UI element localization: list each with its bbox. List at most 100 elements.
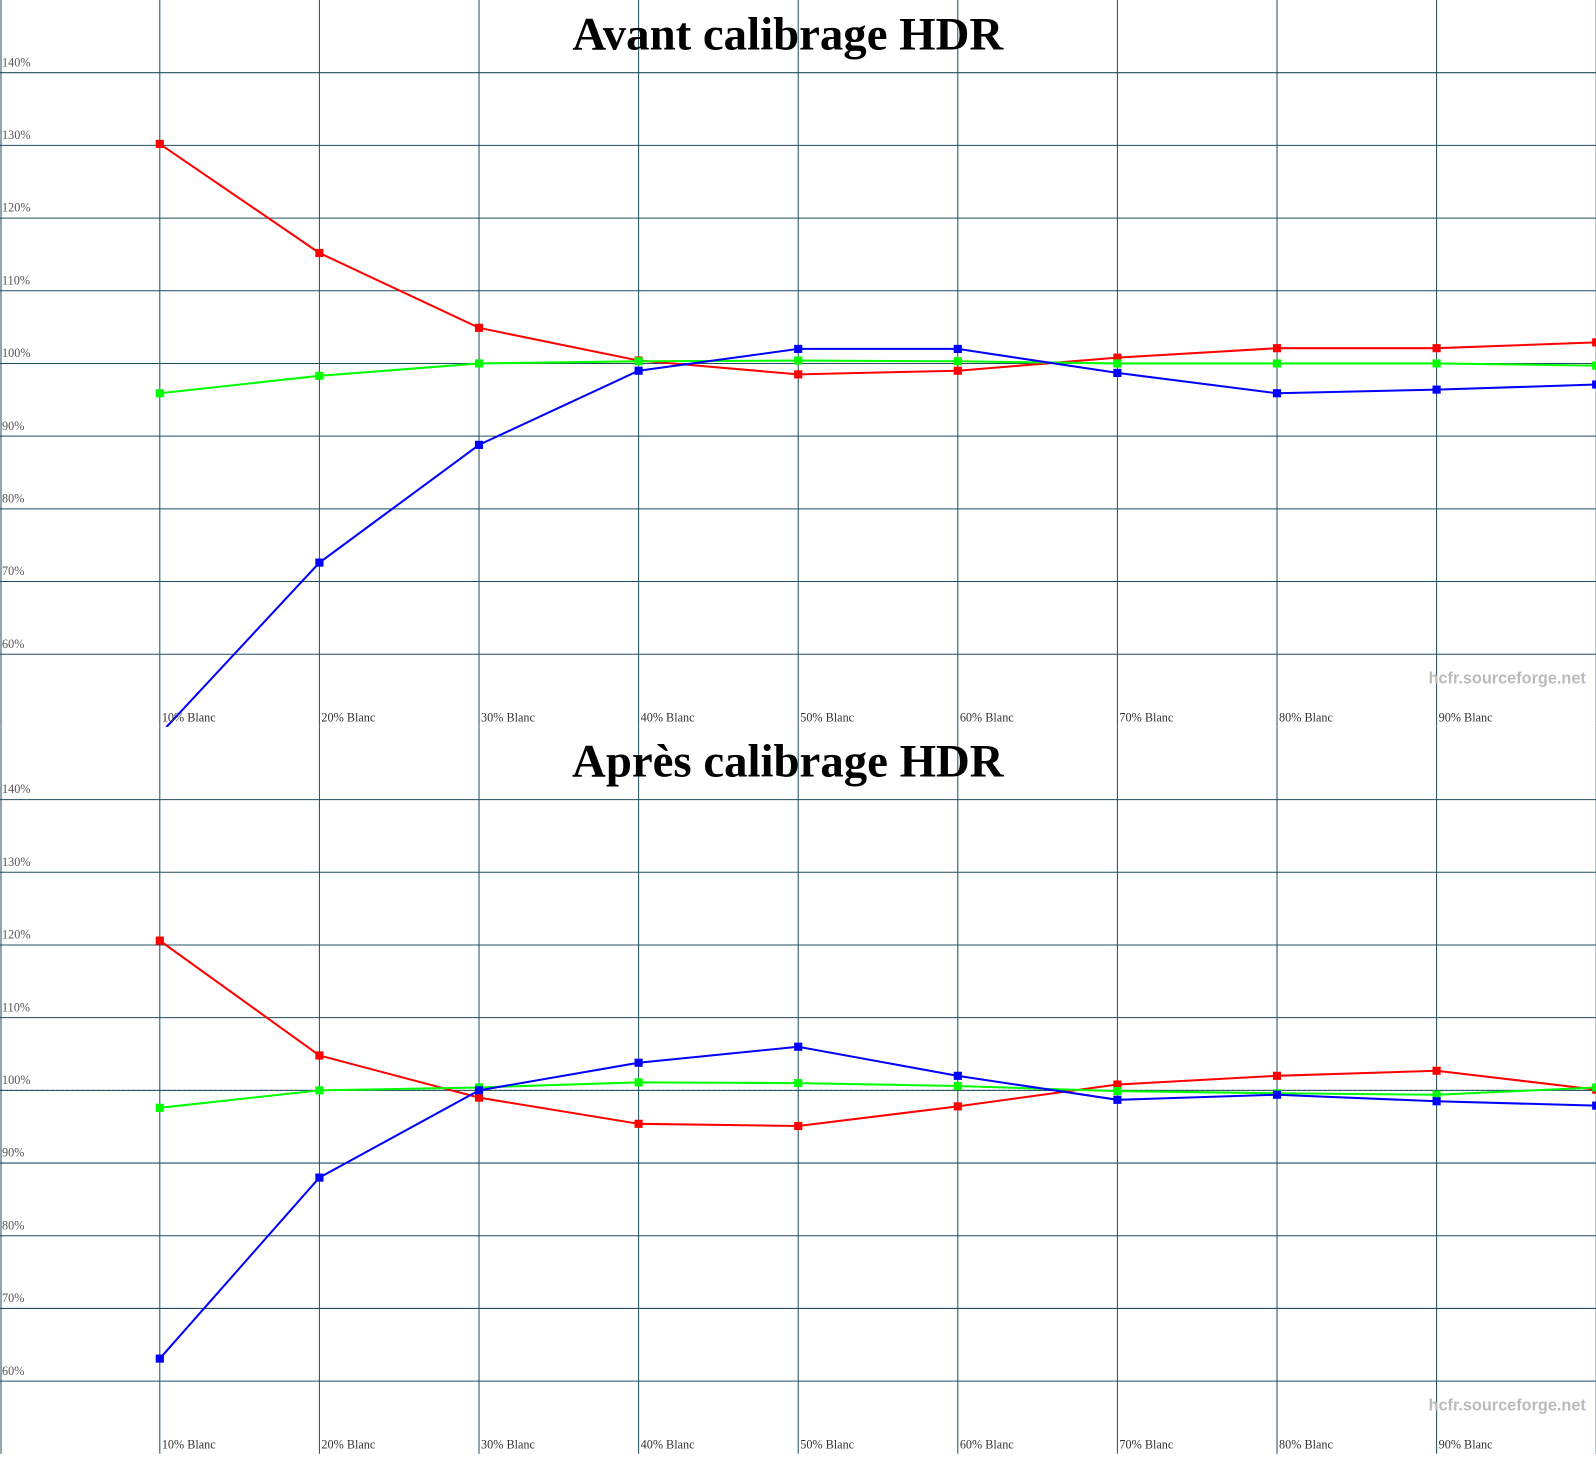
y-tick-label: 100%: [2, 346, 30, 360]
chart-title: Avant calibrage HDR: [572, 8, 1004, 60]
series-line: [159, 1081, 1596, 1109]
x-tick-label: 80% Blanc: [1279, 711, 1333, 725]
point: [1113, 1080, 1122, 1089]
point: [1272, 389, 1282, 398]
series-line: [159, 143, 1596, 376]
x-tick-label: 70% Blanc: [1119, 711, 1173, 725]
point: [1272, 1090, 1282, 1099]
x-tick-label: 10% Blanc: [162, 711, 216, 725]
point: [155, 389, 164, 398]
y-tick-label: 100%: [2, 1073, 30, 1087]
x-tick-label: 90% Blanc: [1439, 1437, 1493, 1451]
point: [1272, 1071, 1282, 1080]
y-tick-label: 80%: [2, 1218, 24, 1232]
point: [155, 139, 164, 149]
point: [1432, 385, 1441, 394]
series-line: [165, 347, 1596, 727]
point: [1272, 359, 1282, 368]
point: [1272, 344, 1282, 353]
point: [315, 371, 324, 380]
point: [953, 1081, 962, 1091]
y-tick-label: 60%: [2, 637, 24, 651]
point: [1592, 1083, 1596, 1092]
y-tick-label: 140%: [2, 782, 30, 796]
point: [634, 1058, 643, 1067]
x-tick-label: 70% Blanc: [1119, 1437, 1173, 1451]
point: [474, 1086, 484, 1095]
point: [794, 1121, 803, 1131]
point: [794, 1079, 803, 1088]
point: [953, 357, 962, 366]
point: [315, 1086, 324, 1095]
point: [1113, 359, 1122, 368]
series-line: [159, 359, 1596, 395]
y-tick-label: 90%: [2, 1146, 24, 1160]
y-tick-label: 120%: [2, 201, 30, 215]
point: [953, 1102, 962, 1111]
y-tick-label: 80%: [2, 491, 24, 505]
watermark: hcfr.sourceforge.net: [1429, 669, 1587, 687]
point: [1432, 1090, 1441, 1099]
point: [634, 357, 643, 366]
watermark: hcfr.sourceforge.net: [1429, 1396, 1587, 1414]
y-tick-label: 110%: [2, 273, 30, 287]
series-line: [159, 1045, 1596, 1360]
point: [1592, 1101, 1596, 1110]
y-tick-label: 110%: [2, 1000, 30, 1014]
y-tick-label: 120%: [2, 928, 30, 942]
point: [315, 1051, 324, 1060]
x-tick-label: 30% Blanc: [481, 711, 535, 725]
chart-title: Après calibrage HDR: [572, 735, 1005, 787]
point: [1432, 1097, 1441, 1106]
plot: [0, 726, 1596, 1454]
point: [794, 356, 803, 365]
point: [953, 366, 962, 375]
y-tick-label: 90%: [2, 419, 24, 433]
series-line: [159, 939, 1596, 1128]
point: [794, 1042, 803, 1051]
x-tick-label: 90% Blanc: [1439, 711, 1493, 725]
point: [474, 440, 484, 449]
plot: [0, 0, 1596, 727]
y-tick-label: 140%: [2, 55, 30, 69]
point: [1432, 359, 1441, 368]
x-tick-label: 20% Blanc: [321, 711, 375, 725]
point: [155, 936, 164, 945]
point: [315, 558, 324, 567]
y-tick-label: 60%: [2, 1364, 24, 1378]
point: [1113, 353, 1122, 362]
y-tick-label: 130%: [2, 855, 30, 869]
point: [1592, 380, 1596, 389]
point: [634, 1119, 643, 1128]
y-tick-label: 130%: [2, 128, 30, 142]
point: [315, 1173, 324, 1182]
point: [1592, 338, 1596, 347]
x-tick-label: 50% Blanc: [800, 711, 854, 725]
x-tick-label: 40% Blanc: [641, 1437, 695, 1451]
x-tick-label: 20% Blanc: [321, 1437, 375, 1451]
point: [1113, 1087, 1122, 1096]
y-tick-label: 70%: [2, 1291, 24, 1305]
x-tick-label: 30% Blanc: [481, 1437, 535, 1451]
x-tick-label: 80% Blanc: [1279, 1437, 1333, 1451]
x-tick-label: 40% Blanc: [641, 711, 695, 725]
point: [1592, 361, 1596, 370]
point: [474, 359, 484, 368]
point: [155, 1354, 164, 1363]
x-tick-label: 50% Blanc: [800, 1437, 854, 1451]
point: [634, 1078, 643, 1087]
x-tick-label: 60% Blanc: [960, 711, 1014, 725]
point: [794, 370, 803, 379]
point: [1113, 1095, 1122, 1104]
point: [1432, 1066, 1441, 1075]
point: [474, 323, 484, 332]
point: [634, 366, 643, 375]
point: [794, 344, 803, 353]
point: [953, 344, 962, 353]
point: [315, 248, 324, 258]
point: [474, 1093, 484, 1102]
x-tick-label: 10% Blanc: [162, 1437, 216, 1451]
point: [155, 1103, 164, 1112]
